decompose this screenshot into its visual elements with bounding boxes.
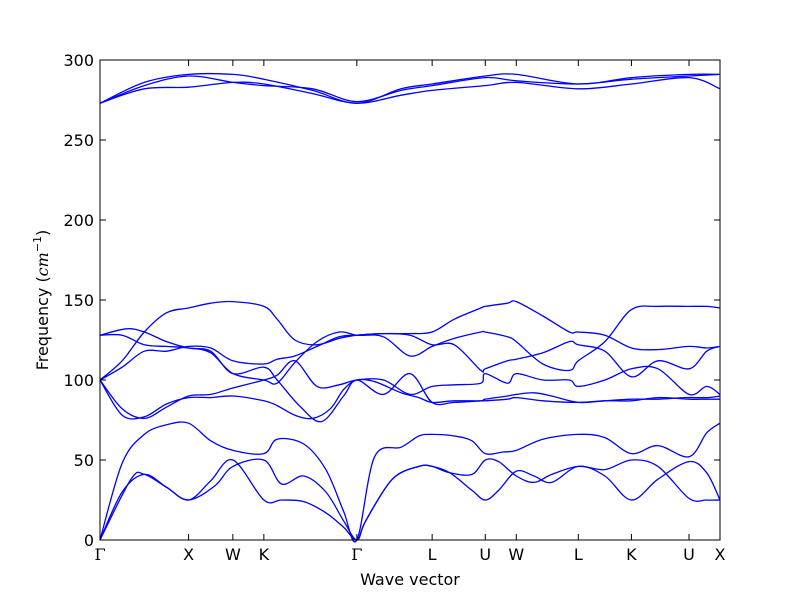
band-line-8 (99, 300, 721, 381)
band-line-5 (99, 378, 721, 420)
x-tick-label: X (183, 545, 194, 564)
y-tick-label: 250 (63, 131, 94, 150)
x-axis-label: Wave vector (360, 570, 460, 589)
y-axis-label: Frequency (cm−1) (31, 230, 52, 371)
band-line-12 (99, 72, 721, 104)
band-line-7 (99, 332, 721, 381)
band-line-11 (99, 73, 721, 104)
y-tick-label: 50 (74, 451, 94, 470)
x-tick-label: W (225, 545, 241, 564)
band-line-2 (99, 458, 721, 541)
band-line-10 (99, 76, 721, 104)
x-tick-label: L (428, 545, 437, 564)
band-line-1 (99, 459, 721, 541)
y-tick-label: 0 (84, 531, 94, 550)
band-line-3 (99, 421, 721, 543)
band-line-9 (99, 305, 721, 385)
y-tick-label: 150 (63, 291, 94, 310)
x-tick-label: Γ (94, 545, 105, 564)
x-tick-label: K (626, 545, 637, 564)
y-tick-label: 200 (63, 211, 94, 230)
phonon-bands (99, 72, 721, 543)
y-axis-ticks: 0 50 100 150 200 250 300 (63, 51, 720, 550)
y-tick-label: 300 (63, 51, 94, 70)
x-tick-label: U (479, 545, 491, 564)
x-tick-label: U (683, 545, 695, 564)
y-tick-label: 100 (63, 371, 94, 390)
x-tick-label: Γ (351, 545, 362, 564)
plot-frame (99, 59, 721, 541)
x-tick-label: K (259, 545, 270, 564)
x-tick-label: W (508, 545, 524, 564)
x-tick-label: X (715, 545, 726, 564)
band-line-6 (99, 360, 721, 420)
x-tick-label: L (574, 545, 583, 564)
